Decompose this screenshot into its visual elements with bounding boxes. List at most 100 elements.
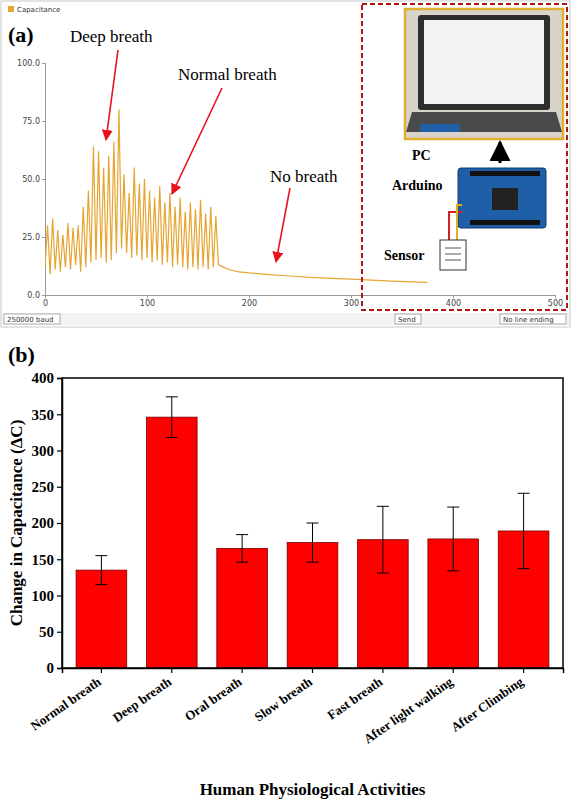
control-strip <box>2 313 569 325</box>
x-tick-mark <box>382 668 383 673</box>
x-tick: After light walking <box>361 668 456 747</box>
x-axis-title: Human Physiological Activities <box>200 780 426 799</box>
error-bar <box>166 397 178 438</box>
y-tick: 350 <box>32 407 63 423</box>
x-tick-label: 0 <box>43 299 48 308</box>
y-axis-line <box>57 379 63 669</box>
x-tick: 500 <box>548 295 563 308</box>
error-cap <box>377 573 389 574</box>
annotation: No breath <box>270 167 338 186</box>
plot-area <box>76 397 549 668</box>
error-cap <box>166 396 178 397</box>
y-axis: 050100150200250300350400 <box>32 370 63 676</box>
y-tick-label: 0.0 <box>27 291 40 300</box>
y-tick-label: 0 <box>47 660 55 676</box>
x-tick: Deep breath <box>110 668 175 725</box>
laptop-base <box>406 112 562 132</box>
x-tick: 200 <box>242 295 257 308</box>
x-tick-mark <box>171 668 172 673</box>
data-line <box>45 109 428 282</box>
x-tick-label: Fast breath <box>324 673 385 722</box>
x-tick: Oral breath <box>182 668 245 724</box>
panel-bar: 050100150200250300350400Normal breathDee… <box>7 342 564 799</box>
y-tick: 50 <box>39 624 62 640</box>
annotation-arrow <box>276 188 290 262</box>
x-tick-mark <box>147 295 148 298</box>
x-tick-label: After Climbing <box>448 674 526 735</box>
y-tick-mark <box>57 487 62 488</box>
y-tick: 200 <box>32 515 63 531</box>
x-tick-mark <box>312 668 313 673</box>
error-bar <box>307 523 319 562</box>
inset-label: Arduino <box>392 178 443 193</box>
error-bar <box>447 507 459 571</box>
error-cap <box>95 584 107 585</box>
x-tick-label: Deep breath <box>110 673 175 725</box>
control-box <box>4 314 60 324</box>
x-tick-label: 400 <box>446 299 461 308</box>
y-axis: 0.025.050.075.0100.0 <box>17 59 45 300</box>
error-line <box>171 397 172 438</box>
error-line <box>312 523 313 562</box>
x-tick-label: 500 <box>548 299 563 308</box>
inset-arrow <box>499 142 502 163</box>
x-tick-mark <box>242 668 243 673</box>
arduino-board <box>458 168 546 228</box>
y-tick-mark <box>57 632 62 633</box>
wire <box>457 205 462 240</box>
y-tick-mark <box>42 237 45 238</box>
wire <box>449 212 462 240</box>
bar <box>76 570 127 668</box>
x-tick-mark <box>351 295 352 298</box>
error-bar <box>95 556 107 585</box>
x-tick: 0 <box>43 295 48 308</box>
x-tick-label: Slow breath <box>252 673 316 724</box>
y-tick-mark <box>57 414 62 415</box>
x-tick: 400 <box>446 295 461 308</box>
error-cap <box>166 437 178 438</box>
error-bar <box>377 506 389 573</box>
y-axis-line <box>42 64 46 296</box>
error-cap <box>236 562 248 563</box>
error-cap <box>377 506 389 507</box>
y-tick: 150 <box>32 552 63 568</box>
x-tick: 300 <box>344 295 359 308</box>
photo-frame <box>405 9 563 139</box>
y-tick-mark <box>42 121 45 122</box>
sensor <box>440 240 466 270</box>
inset-frame <box>362 4 567 310</box>
control-label: 250000 baud <box>7 316 54 324</box>
control-bar: 250000 baudSendNo line ending <box>2 313 569 325</box>
bar <box>217 548 268 668</box>
y-tick: 75.0 <box>22 117 45 126</box>
plot-area <box>45 109 428 282</box>
error-line <box>523 493 524 568</box>
plot-frame <box>62 378 563 668</box>
plotter-window <box>1 1 570 327</box>
annotation: Deep breath <box>70 27 153 46</box>
y-axis-title: Change in Capacitance (ΔC) <box>7 420 26 627</box>
error-cap <box>307 562 319 563</box>
error-cap <box>447 570 459 571</box>
x-tick: Slow breath <box>252 668 316 724</box>
y-tick: 50.0 <box>22 175 45 184</box>
panel-label: (a) <box>8 22 34 47</box>
x-tick-label: 300 <box>344 299 359 308</box>
legend-swatch <box>8 6 14 12</box>
x-axis: Normal breathDeep breathOral breathSlow … <box>28 668 564 747</box>
y-tick: 100.0 <box>17 59 45 68</box>
x-axis-line <box>63 669 564 674</box>
error-cap <box>307 523 319 524</box>
x-tick-mark <box>453 668 454 673</box>
y-tick-label: 100 <box>32 588 55 604</box>
control-label: No line ending <box>503 316 554 324</box>
x-tick-label: 100 <box>140 299 155 308</box>
control-box <box>500 314 566 324</box>
x-axis-line <box>46 296 556 299</box>
annotation: Normal breath <box>178 65 277 84</box>
legend-label: Capacitance <box>17 6 60 14</box>
desk-board <box>420 124 460 132</box>
error-cap <box>447 507 459 508</box>
y-tick-label: 300 <box>32 443 55 459</box>
x-tick-label: 200 <box>242 299 257 308</box>
